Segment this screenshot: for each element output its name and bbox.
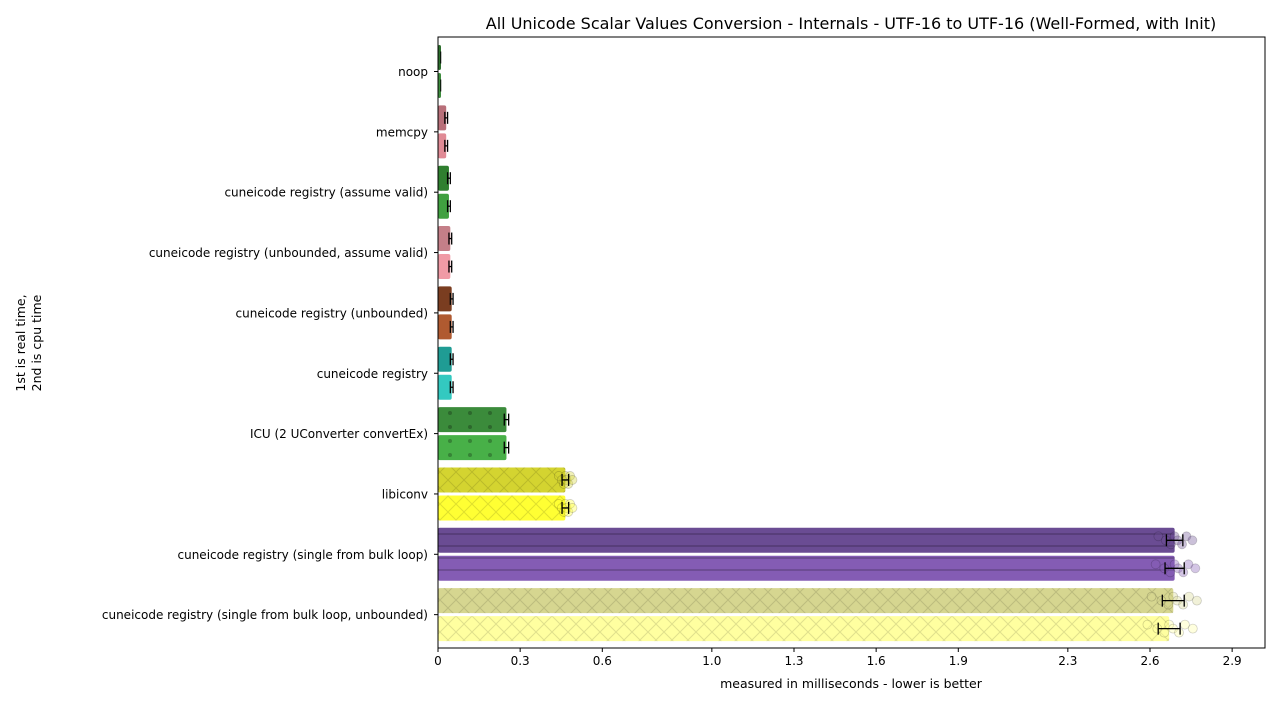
bar: [438, 73, 441, 98]
y-tick-labels: noop memcpy cuneicode registry (assume val…: [102, 65, 438, 622]
x-tick-label: 1.3: [784, 654, 803, 668]
sample-point: [1178, 567, 1189, 578]
category-label: cuneicode registry: [317, 367, 428, 381]
sample-point: [1174, 627, 1184, 638]
category-label: cuneicode registry (single from bulk loo…: [102, 608, 428, 622]
x-tick-label: 0.3: [511, 654, 530, 668]
sample-point: [1150, 559, 1161, 570]
x-tick-label: 2.9: [1223, 654, 1242, 668]
bar: [438, 346, 452, 372]
sample-point: [1187, 623, 1198, 634]
x-tick-label: 0.6: [593, 654, 612, 668]
error-bars-layer: [440, 51, 1185, 635]
category-label: memcpy: [376, 125, 428, 139]
sample-point: [567, 475, 578, 485]
bar: [438, 374, 452, 400]
sample-point: [1163, 599, 1174, 610]
sample-point: [1190, 563, 1201, 574]
bar-hatch: [438, 467, 566, 493]
bar-hatch: [438, 616, 1170, 642]
sample-point: [1192, 595, 1202, 606]
sample-point: [1187, 535, 1198, 546]
sample-point: [565, 499, 575, 509]
chart-title: All Unicode Scalar Values Conversion - I…: [486, 14, 1216, 33]
x-tick-label: 2.6: [1140, 654, 1159, 668]
category-label: cuneicode registry (unbounded, assume va…: [149, 246, 428, 260]
sample-point: [1159, 627, 1170, 638]
plot-frame: [437, 36, 1266, 649]
bar: [438, 226, 451, 252]
sample-point: [553, 471, 564, 481]
x-tick-label: 0: [434, 654, 442, 668]
bar-hatch: [438, 407, 507, 433]
bar-hatch: [438, 588, 1174, 614]
bar-hatch: [438, 495, 566, 521]
bar: [438, 45, 441, 70]
bar: [438, 165, 449, 191]
category-label: cuneicode registry (single from bulk loo…: [178, 548, 429, 562]
x-tick-label: 2.3: [1058, 654, 1077, 668]
sample-point: [1178, 599, 1189, 610]
sample-point: [1142, 619, 1153, 630]
sample-point: [1177, 539, 1187, 550]
bar: [438, 133, 447, 159]
sample-point: [567, 503, 578, 513]
x-ticks: 0 0.3 0.6 1.0 1.3 1.6 1.9 2.3 2.6 2.9: [434, 648, 1242, 668]
category-label: ICU (2 UConverter convertEx): [250, 427, 428, 441]
sample-point: [1181, 531, 1192, 542]
category-label: noop: [398, 65, 428, 79]
category-label: libiconv: [382, 487, 428, 501]
x-tick-label: 1.0: [702, 654, 721, 668]
y-axis-label-line-1: 1st is real time,: [13, 294, 28, 391]
bars-layer: [438, 45, 1202, 642]
sample-point: [1153, 531, 1164, 542]
bar: [438, 193, 449, 219]
x-axis-label: measured in milliseconds - lower is bett…: [720, 676, 983, 691]
bar: [438, 314, 452, 340]
sample-point: [553, 499, 564, 509]
bar-hatch: [438, 555, 1175, 581]
bar-hatch: [438, 435, 507, 461]
category-label: cuneicode registry (unbounded): [236, 306, 428, 320]
bar: [438, 254, 451, 280]
bar: [438, 105, 447, 131]
sample-point: [565, 471, 575, 481]
sample-point: [1146, 591, 1157, 602]
bar-hatch: [438, 527, 1175, 553]
x-tick-label: 1.9: [949, 654, 968, 668]
bar: [438, 286, 452, 312]
category-label: cuneicode registry (assume valid): [224, 186, 428, 200]
y-axis-label-line-2: 2nd is cpu time: [29, 294, 44, 391]
x-tick-label: 1.6: [867, 654, 886, 668]
